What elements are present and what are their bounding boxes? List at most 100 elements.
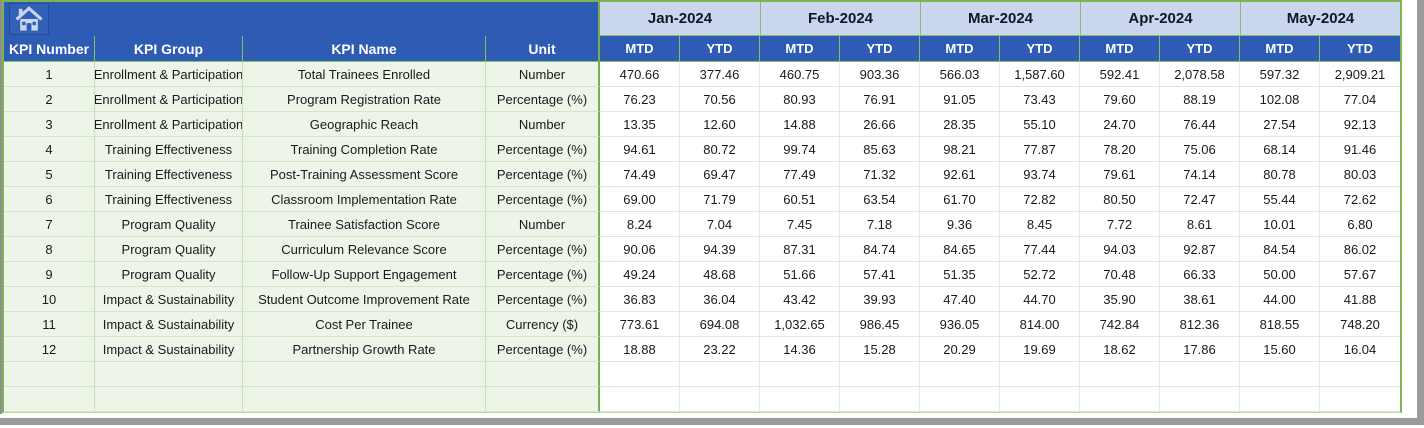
value-cell[interactable]: 71.79 xyxy=(680,187,760,212)
kpi-name-cell[interactable]: Post-Training Assessment Score xyxy=(243,162,486,187)
empty-left-cell[interactable] xyxy=(95,387,243,412)
month-header-jan[interactable]: Jan-2024 xyxy=(600,2,760,36)
value-cell[interactable]: 773.61 xyxy=(600,312,680,337)
unit-cell[interactable]: Percentage (%) xyxy=(486,187,600,212)
empty-value-cell[interactable] xyxy=(600,387,680,412)
value-cell[interactable]: 36.83 xyxy=(600,287,680,312)
subheader-feb-ytd[interactable]: YTD xyxy=(840,36,920,62)
value-cell[interactable]: 72.47 xyxy=(1160,187,1240,212)
kpi-number-cell[interactable]: 4 xyxy=(4,137,95,162)
value-cell[interactable]: 44.00 xyxy=(1240,287,1320,312)
value-cell[interactable]: 47.40 xyxy=(920,287,1000,312)
value-cell[interactable]: 102.08 xyxy=(1240,87,1320,112)
value-cell[interactable]: 20.29 xyxy=(920,337,1000,362)
header-kpi-number[interactable]: KPI Number xyxy=(4,36,95,62)
value-cell[interactable]: 68.14 xyxy=(1240,137,1320,162)
value-cell[interactable]: 73.43 xyxy=(1000,87,1080,112)
value-cell[interactable]: 86.02 xyxy=(1320,237,1400,262)
value-cell[interactable]: 27.54 xyxy=(1240,112,1320,137)
value-cell[interactable]: 48.68 xyxy=(680,262,760,287)
value-cell[interactable]: 43.42 xyxy=(760,287,840,312)
subheader-may-ytd[interactable]: YTD xyxy=(1320,36,1400,62)
value-cell[interactable]: 986.45 xyxy=(840,312,920,337)
kpi-group-cell[interactable]: Training Effectiveness xyxy=(95,137,243,162)
value-cell[interactable]: 936.05 xyxy=(920,312,1000,337)
value-cell[interactable]: 74.14 xyxy=(1160,162,1240,187)
value-cell[interactable]: 51.35 xyxy=(920,262,1000,287)
empty-value-cell[interactable] xyxy=(1080,387,1160,412)
value-cell[interactable]: 94.03 xyxy=(1080,237,1160,262)
kpi-group-cell[interactable]: Enrollment & Participation xyxy=(95,112,243,137)
kpi-number-cell[interactable]: 5 xyxy=(4,162,95,187)
empty-value-cell[interactable] xyxy=(920,387,1000,412)
value-cell[interactable]: 60.51 xyxy=(760,187,840,212)
value-cell[interactable]: 14.36 xyxy=(760,337,840,362)
value-cell[interactable]: 75.06 xyxy=(1160,137,1240,162)
value-cell[interactable]: 92.61 xyxy=(920,162,1000,187)
value-cell[interactable]: 77.87 xyxy=(1000,137,1080,162)
month-header-apr[interactable]: Apr-2024 xyxy=(1080,2,1240,36)
value-cell[interactable]: 14.88 xyxy=(760,112,840,137)
value-cell[interactable]: 742.84 xyxy=(1080,312,1160,337)
value-cell[interactable]: 19.69 xyxy=(1000,337,1080,362)
value-cell[interactable]: 77.04 xyxy=(1320,87,1400,112)
kpi-group-cell[interactable]: Enrollment & Participation xyxy=(95,87,243,112)
value-cell[interactable]: 80.93 xyxy=(760,87,840,112)
value-cell[interactable]: 9.36 xyxy=(920,212,1000,237)
month-header-may[interactable]: May-2024 xyxy=(1240,2,1400,36)
value-cell[interactable]: 28.35 xyxy=(920,112,1000,137)
value-cell[interactable]: 7.04 xyxy=(680,212,760,237)
value-cell[interactable]: 818.55 xyxy=(1240,312,1320,337)
empty-left-cell[interactable] xyxy=(243,387,486,412)
empty-value-cell[interactable] xyxy=(1080,362,1160,387)
kpi-number-cell[interactable]: 7 xyxy=(4,212,95,237)
value-cell[interactable]: 57.41 xyxy=(840,262,920,287)
value-cell[interactable]: 57.67 xyxy=(1320,262,1400,287)
value-cell[interactable]: 592.41 xyxy=(1080,62,1160,87)
value-cell[interactable]: 77.44 xyxy=(1000,237,1080,262)
value-cell[interactable]: 80.50 xyxy=(1080,187,1160,212)
value-cell[interactable]: 377.46 xyxy=(680,62,760,87)
empty-left-cell[interactable] xyxy=(486,362,600,387)
empty-value-cell[interactable] xyxy=(680,362,760,387)
kpi-group-cell[interactable]: Program Quality xyxy=(95,262,243,287)
value-cell[interactable]: 79.60 xyxy=(1080,87,1160,112)
value-cell[interactable]: 66.33 xyxy=(1160,262,1240,287)
value-cell[interactable]: 77.49 xyxy=(760,162,840,187)
unit-cell[interactable]: Percentage (%) xyxy=(486,87,600,112)
kpi-number-cell[interactable]: 1 xyxy=(4,62,95,87)
empty-left-cell[interactable] xyxy=(4,387,95,412)
kpi-name-cell[interactable]: Classroom Implementation Rate xyxy=(243,187,486,212)
empty-value-cell[interactable] xyxy=(920,362,1000,387)
kpi-name-cell[interactable]: Program Registration Rate xyxy=(243,87,486,112)
kpi-number-cell[interactable]: 12 xyxy=(4,337,95,362)
value-cell[interactable]: 1,587.60 xyxy=(1000,62,1080,87)
value-cell[interactable]: 566.03 xyxy=(920,62,1000,87)
value-cell[interactable]: 814.00 xyxy=(1000,312,1080,337)
unit-cell[interactable]: Percentage (%) xyxy=(486,237,600,262)
value-cell[interactable]: 15.28 xyxy=(840,337,920,362)
value-cell[interactable]: 80.72 xyxy=(680,137,760,162)
value-cell[interactable]: 84.65 xyxy=(920,237,1000,262)
empty-value-cell[interactable] xyxy=(680,387,760,412)
unit-cell[interactable]: Percentage (%) xyxy=(486,287,600,312)
empty-value-cell[interactable] xyxy=(840,362,920,387)
value-cell[interactable]: 41.88 xyxy=(1320,287,1400,312)
value-cell[interactable]: 16.04 xyxy=(1320,337,1400,362)
value-cell[interactable]: 80.03 xyxy=(1320,162,1400,187)
value-cell[interactable]: 36.04 xyxy=(680,287,760,312)
value-cell[interactable]: 24.70 xyxy=(1080,112,1160,137)
empty-value-cell[interactable] xyxy=(1240,362,1320,387)
unit-cell[interactable]: Percentage (%) xyxy=(486,137,600,162)
value-cell[interactable]: 7.45 xyxy=(760,212,840,237)
value-cell[interactable]: 91.46 xyxy=(1320,137,1400,162)
value-cell[interactable]: 74.49 xyxy=(600,162,680,187)
empty-value-cell[interactable] xyxy=(1160,387,1240,412)
value-cell[interactable]: 50.00 xyxy=(1240,262,1320,287)
empty-value-cell[interactable] xyxy=(1320,362,1400,387)
value-cell[interactable]: 69.47 xyxy=(680,162,760,187)
kpi-name-cell[interactable]: Trainee Satisfaction Score xyxy=(243,212,486,237)
value-cell[interactable]: 85.63 xyxy=(840,137,920,162)
kpi-number-cell[interactable]: 6 xyxy=(4,187,95,212)
value-cell[interactable]: 6.80 xyxy=(1320,212,1400,237)
